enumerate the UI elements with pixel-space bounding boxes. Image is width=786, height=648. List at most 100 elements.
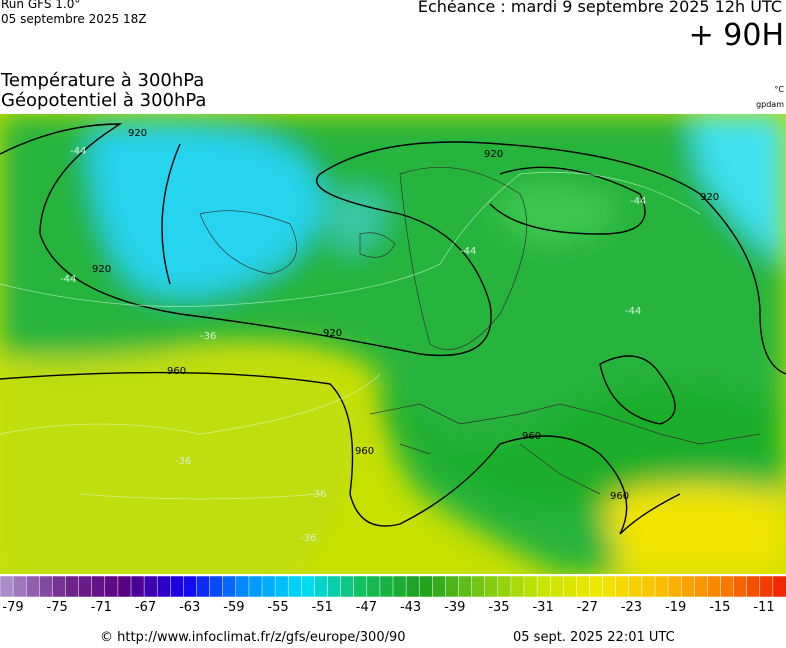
color-swatch — [445, 575, 460, 598]
color-swatch — [510, 575, 525, 598]
geopotential-label: 920 — [92, 264, 111, 275]
temperature-label: -44 — [630, 196, 646, 207]
color-swatch — [143, 575, 158, 598]
color-swatch — [589, 575, 604, 598]
color-swatch — [52, 575, 67, 598]
geopotential-label: 920 — [700, 192, 719, 203]
color-swatch — [366, 575, 381, 598]
scale-label: -31 — [532, 600, 554, 615]
geopotential-label: 960 — [355, 446, 374, 457]
color-swatch — [340, 575, 355, 598]
temperature-label: -44 — [460, 246, 476, 257]
geopotential-label: 960 — [610, 491, 629, 502]
geopotential-label: 920 — [484, 149, 503, 160]
color-swatch — [654, 575, 669, 598]
color-swatch — [301, 575, 316, 598]
color-swatch — [91, 575, 106, 598]
color-swatch — [222, 575, 237, 598]
scale-label: -11 — [753, 600, 775, 615]
temperature-label: -36 — [300, 533, 316, 544]
generated: 05 sept. 2025 22:01 UTC — [513, 630, 675, 645]
scale-label: -51 — [311, 600, 333, 615]
temperature-label: -44 — [60, 274, 76, 285]
scale-label: -39 — [444, 600, 466, 615]
color-swatch — [248, 575, 263, 598]
unit-temperature: °C — [774, 85, 784, 94]
forecast: Echéance : mardi 9 septembre 2025 12h UT… — [417, 0, 782, 16]
title-temperature: Température à 300hPa — [1, 70, 205, 91]
source: © http://www.infoclimat.fr/z/gfs/europe/… — [100, 630, 406, 645]
color-swatch — [117, 575, 132, 598]
color-swatch — [405, 575, 420, 598]
scale-label: -71 — [90, 600, 112, 615]
scale-label: -67 — [134, 600, 157, 615]
scale-label: -55 — [267, 600, 289, 615]
geopotential-label: 920 — [128, 128, 147, 139]
color-swatch — [12, 575, 27, 598]
color-swatch — [183, 575, 198, 598]
geopotential-label: 960 — [167, 366, 186, 377]
color-swatch — [563, 575, 578, 598]
color-swatch — [720, 575, 735, 598]
color-swatch — [733, 575, 748, 598]
scale-label: -23 — [620, 600, 643, 615]
geopotential-contours — [0, 123, 786, 535]
color-swatch — [65, 575, 80, 598]
color-swatch — [314, 575, 329, 598]
color-swatch — [274, 575, 289, 598]
scale-label: -79 — [2, 600, 24, 615]
color-swatch — [680, 575, 696, 598]
color-swatch — [25, 575, 41, 598]
color-swatch — [471, 575, 486, 598]
map: 920 920 920 920 920 960 960 960 960 -44 -44 -44 -44 -… — [0, 114, 786, 574]
color-swatch — [130, 575, 145, 598]
color-swatch — [628, 575, 643, 598]
color-swatch — [78, 575, 93, 598]
color-swatch — [667, 575, 682, 598]
color-swatch — [772, 575, 786, 598]
color-swatch — [156, 575, 172, 598]
temperature-label: -44 — [70, 146, 86, 157]
color-swatch — [458, 575, 473, 598]
color-swatch — [0, 575, 14, 598]
color-swatch — [484, 575, 499, 598]
geopotential-label: 920 — [323, 328, 342, 339]
temperature-field: 920 920 920 920 920 960 960 960 960 -44 -44 -44 -44 -… — [0, 114, 786, 574]
color-swatch — [104, 575, 119, 598]
color-swatch — [576, 575, 591, 598]
scale-label: -27 — [576, 600, 598, 615]
color-swatch — [209, 575, 224, 598]
title-geopotential: Géopotentiel à 300hPa — [1, 90, 207, 111]
color-swatch — [536, 575, 551, 598]
color-swatch — [287, 575, 303, 598]
scale-label: -75 — [46, 600, 68, 615]
color-swatch — [261, 575, 276, 598]
color-swatch — [235, 575, 250, 598]
color-swatch — [170, 575, 185, 598]
color-swatch — [196, 575, 211, 598]
scale-label: -43 — [399, 600, 422, 615]
scale-label: -47 — [355, 600, 378, 615]
color-swatch — [523, 575, 538, 598]
color-swatch — [641, 575, 656, 598]
color-scale-labels: -79 -75 -71 -67 -63 -59 -55 -51 -47 -43 -39 -35 -31 -… — [0, 600, 786, 618]
color-swatch — [602, 575, 617, 598]
temperature-label: -44 — [625, 306, 641, 317]
unit-geopotential: gpdam — [756, 100, 784, 109]
color-swatch — [746, 575, 761, 598]
color-swatch — [392, 575, 407, 598]
color-swatch — [615, 575, 630, 598]
temperature-label: -36 — [310, 489, 326, 500]
color-swatch — [432, 575, 447, 598]
temperature-label: -36 — [200, 331, 216, 342]
color-swatch — [418, 575, 434, 598]
scale-label: -59 — [223, 600, 245, 615]
run-date: 05 septembre 2025 18Z — [1, 12, 147, 26]
scale-label: -19 — [665, 600, 687, 615]
color-scale — [0, 575, 786, 598]
color-swatch — [497, 575, 512, 598]
scale-label: -15 — [709, 600, 731, 615]
lead-time: + 90H — [688, 18, 784, 53]
scale-label: -35 — [488, 600, 510, 615]
scale-label: -63 — [179, 600, 201, 615]
